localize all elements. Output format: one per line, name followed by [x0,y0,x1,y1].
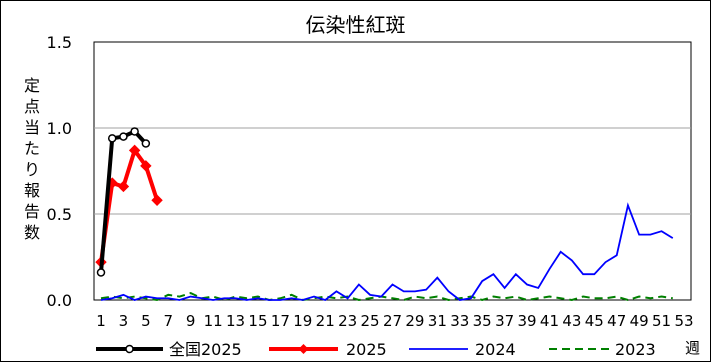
data-point [107,134,117,143]
series-line-0 [99,129,148,273]
y-tick-label: 1.5 [47,33,72,52]
x-tick-label: 27 [383,312,402,330]
x-tick-label: 11 [204,312,223,330]
legend-marker [298,344,309,354]
data-point [130,127,139,136]
x-tick-label: 35 [473,312,492,330]
x-axis-unit-label: 週 [685,339,701,357]
x-tick-label: 23 [338,312,357,330]
chart-title: 伝染性紅斑 [305,13,406,37]
x-tick-label: 41 [540,312,559,330]
plot-area [93,41,692,301]
data-point [128,144,141,157]
data-point [119,132,128,141]
x-tick-label: 15 [248,312,267,330]
x-tick-label: 9 [186,312,196,330]
x-tick-label: 45 [585,312,604,330]
data-point [141,139,151,148]
legend-marker [125,344,134,354]
data-point [96,268,106,277]
x-tick-label: 19 [293,312,312,330]
x-tick-label: 13 [226,312,245,330]
legend-label: 全国2025 [169,340,242,359]
x-tick-label: 3 [119,312,129,330]
x-tick-label: 31 [428,312,447,330]
x-tick-label: 17 [271,312,290,330]
x-tick-label: 25 [361,312,380,330]
series-line-1 [99,145,159,263]
x-tick-label: 43 [562,312,581,330]
x-tick-label: 7 [163,312,173,330]
x-tick-label: 1 [96,312,106,330]
y-tick-label: 0.5 [47,205,72,224]
x-tick-label: 39 [517,312,536,330]
x-tick-label: 33 [450,312,469,330]
x-tick-label: 37 [495,312,514,330]
x-tick-label: 53 [674,312,693,330]
legend-label: 2025 [346,340,387,359]
data-point [117,180,130,193]
x-tick-label: 47 [607,312,626,330]
x-tick-label: 29 [405,312,424,330]
series-line-3 [100,292,673,302]
y-axis-label: 定点当たり報告数 [23,76,40,242]
x-tick-label: 21 [316,312,335,330]
x-tick-label: 51 [652,312,671,330]
x-tick-label: 49 [630,312,649,330]
x-tick-label: 5 [141,312,151,330]
data-point [151,194,163,206]
legend-label: 2023 [615,340,656,359]
data-point [140,160,152,172]
y-tick-label: 1.0 [47,119,72,138]
y-tick-label: 0.0 [47,291,72,310]
legend-label: 2024 [475,340,516,359]
series-line-2 [100,202,674,301]
